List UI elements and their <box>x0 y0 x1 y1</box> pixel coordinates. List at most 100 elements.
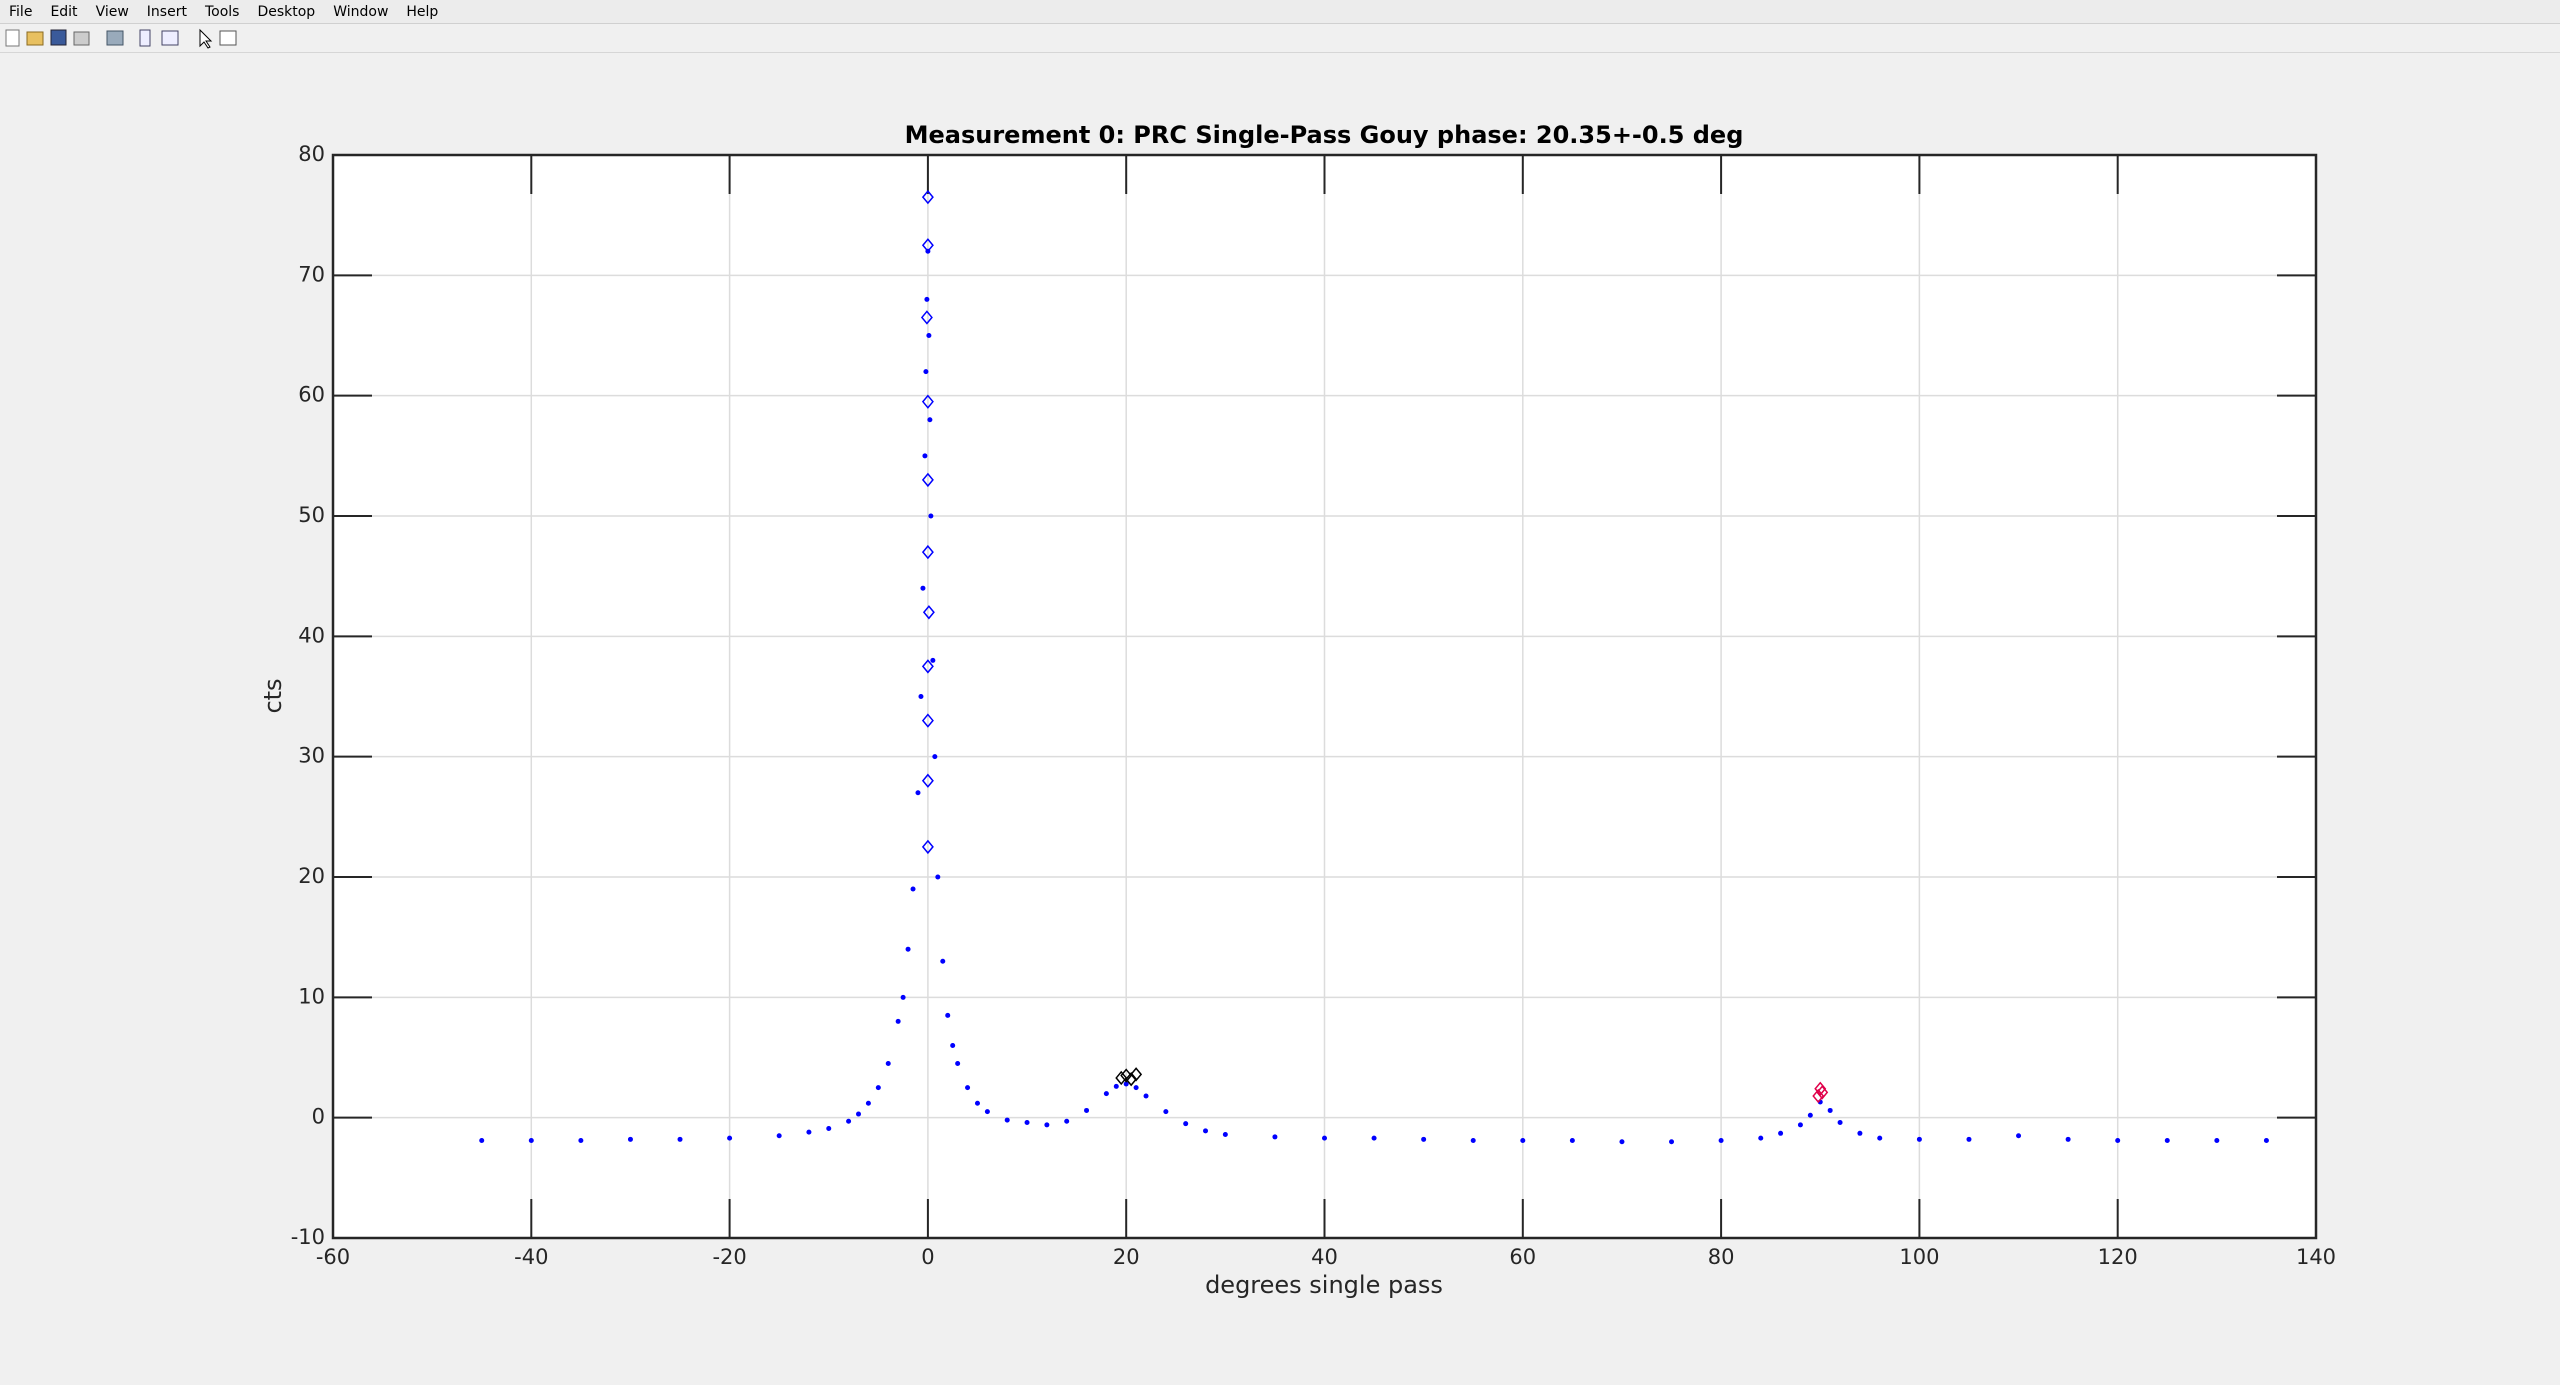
data-point <box>928 513 934 519</box>
data-point <box>2164 1138 2170 1144</box>
toolbar-icons <box>5 28 237 49</box>
data-point <box>900 994 906 1000</box>
data-point <box>921 773 934 788</box>
axes-box <box>331 153 2318 1240</box>
data-point <box>2214 1138 2220 1144</box>
data-point <box>1807 1112 1813 1118</box>
toolbar <box>0 24 2560 53</box>
chart-title: Measurement 0: PRC Single-Pass Gouy phas… <box>905 121 1744 149</box>
data-point <box>1797 1122 1803 1128</box>
data-point <box>2016 1133 2022 1139</box>
data-point <box>1814 1081 1827 1096</box>
data-point <box>1619 1139 1625 1145</box>
y-tick-label: 50 <box>298 503 325 527</box>
data-point <box>1133 1085 1139 1091</box>
data-point <box>1222 1132 1228 1138</box>
data-point <box>826 1125 832 1131</box>
data-point <box>1827 1107 1833 1113</box>
data-point <box>921 839 934 855</box>
data-point <box>1004 1117 1010 1123</box>
y-tick-label: -10 <box>291 1225 325 1249</box>
data-point <box>1024 1119 1030 1125</box>
link-icon[interactable] <box>106 30 124 46</box>
y-tick-label: 0 <box>312 1105 325 1129</box>
data-point <box>974 1100 980 1106</box>
pointer-icon[interactable] <box>199 28 213 49</box>
data-point <box>846 1118 852 1124</box>
x-tick-label: 140 <box>2296 1245 2336 1269</box>
data-point <box>927 417 933 423</box>
y-tick-label: 80 <box>298 142 325 166</box>
data-point <box>1272 1134 1278 1140</box>
menu-item[interactable]: Desktop <box>257 3 316 20</box>
data-point <box>1044 1122 1050 1128</box>
data-point <box>1421 1136 1427 1142</box>
y-tick-label: 70 <box>298 262 325 286</box>
data-point <box>2065 1136 2071 1142</box>
print-icon[interactable] <box>73 31 90 46</box>
y-tick-label: 20 <box>298 864 325 888</box>
data-point <box>920 310 933 325</box>
data-point <box>1916 1136 1922 1142</box>
data-point <box>1125 1071 1138 1087</box>
menu-item[interactable]: File <box>9 3 33 20</box>
data-point <box>677 1136 683 1142</box>
data-point <box>922 605 935 620</box>
data-point <box>905 946 911 952</box>
data-point <box>1718 1138 1724 1144</box>
data-point <box>984 1109 990 1115</box>
menu-item[interactable]: Help <box>406 3 439 20</box>
data-point <box>921 659 934 674</box>
data-point <box>921 544 934 560</box>
data-point <box>855 1111 861 1117</box>
data-point <box>1130 1067 1143 1082</box>
data-point <box>923 369 929 375</box>
x-axis-label: degrees single pass <box>1205 1271 1443 1299</box>
new-icon[interactable] <box>5 29 20 47</box>
data-point <box>921 394 934 409</box>
x-tick-label: -60 <box>316 1245 350 1269</box>
data-point <box>910 886 916 892</box>
data-point <box>1371 1135 1377 1141</box>
data-point <box>1322 1135 1327 1141</box>
menu-item[interactable]: Tools <box>204 3 240 20</box>
data-point <box>1857 1130 1863 1136</box>
data-point <box>865 1100 871 1106</box>
menu-item[interactable]: View <box>95 3 129 20</box>
chart: Measurement 0: PRC Single-Pass Gouy phas… <box>259 121 2336 1299</box>
colorbar-icon[interactable] <box>139 29 151 47</box>
data-point <box>1669 1139 1675 1145</box>
data-point <box>915 790 921 796</box>
data-point <box>926 333 932 338</box>
data-point <box>1520 1138 1526 1144</box>
menu-item[interactable]: Window <box>333 3 389 20</box>
data-point <box>776 1133 782 1139</box>
menu-item[interactable]: Edit <box>50 3 78 20</box>
data-point <box>2263 1138 2269 1144</box>
data-point <box>1569 1138 1575 1144</box>
save-icon[interactable] <box>50 29 67 46</box>
data-point <box>479 1138 485 1144</box>
data-point <box>924 296 930 302</box>
data-point <box>1837 1119 1843 1125</box>
data-point <box>918 694 924 699</box>
data-point <box>921 189 934 205</box>
data-point <box>1203 1128 1209 1134</box>
data-point <box>1103 1091 1109 1097</box>
legend-icon[interactable] <box>161 30 179 46</box>
data-point <box>921 472 934 488</box>
plot-tools-icon[interactable] <box>219 30 237 46</box>
data-point <box>950 1042 956 1048</box>
open-icon[interactable] <box>26 31 44 46</box>
data-point <box>935 874 941 880</box>
data-point <box>727 1135 733 1141</box>
menu-bar: File Edit View Insert Tools Desktop Window Help <box>0 0 2560 24</box>
x-tick-label: -20 <box>712 1245 746 1269</box>
y-axis-label: cts <box>259 678 287 713</box>
data-point <box>1778 1130 1784 1136</box>
x-tick-label: -40 <box>514 1245 548 1269</box>
y-tick-label: 60 <box>298 383 325 407</box>
x-tick-label: 20 <box>1113 1245 1140 1269</box>
menu-item[interactable]: Insert <box>146 3 187 20</box>
data-point <box>2115 1138 2121 1144</box>
